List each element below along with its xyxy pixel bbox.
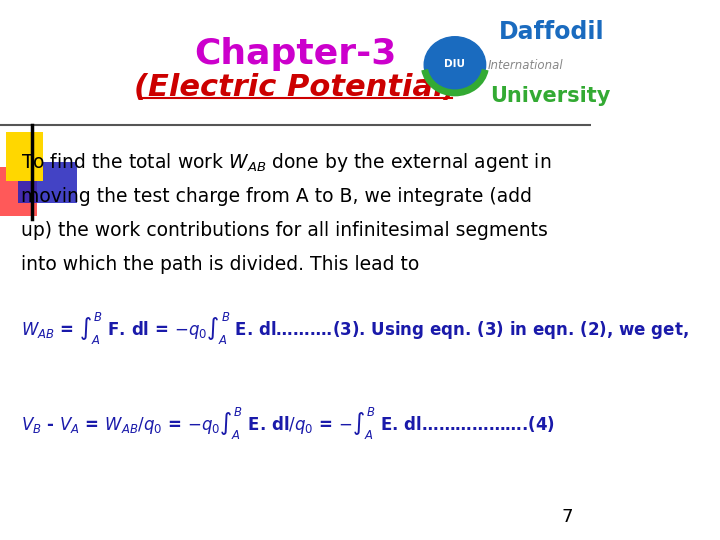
FancyBboxPatch shape bbox=[0, 167, 37, 216]
Text: (Electric Potential): (Electric Potential) bbox=[134, 73, 457, 102]
Text: DIU: DIU bbox=[444, 59, 465, 69]
Text: 7: 7 bbox=[562, 509, 573, 526]
Text: $W_{AB}$ = $\int_A^B$ F. dl = $-q_0\int_A^B$ E. dl……….(3). Using eqn. (3) in eqn: $W_{AB}$ = $\int_A^B$ F. dl = $-q_0\int_… bbox=[21, 312, 688, 347]
Text: International: International bbox=[487, 59, 563, 72]
Text: Chapter-3: Chapter-3 bbox=[194, 37, 397, 71]
Text: moving the test charge from A to B, we integrate (add: moving the test charge from A to B, we i… bbox=[21, 186, 531, 206]
FancyBboxPatch shape bbox=[18, 162, 77, 202]
Text: into which the path is divided. This lead to: into which the path is divided. This lea… bbox=[21, 254, 419, 274]
Text: up) the work contributions for all infinitesimal segments: up) the work contributions for all infin… bbox=[21, 220, 547, 240]
FancyBboxPatch shape bbox=[6, 132, 42, 181]
Text: University: University bbox=[490, 86, 611, 106]
Text: To find the total work $\mathit{W}$$_{AB}$ done by the external agent in: To find the total work $\mathit{W}$$_{AB… bbox=[21, 151, 551, 173]
Text: Daffodil: Daffodil bbox=[499, 21, 605, 44]
Text: $V_B$ - $V_A$ = $W_{AB}/q_0$ = $-q_0\int_A^B$ E. dl$/ q_0$ = $-\int_A^B$ E. dl……: $V_B$ - $V_A$ = $W_{AB}/q_0$ = $-q_0\int… bbox=[21, 406, 554, 442]
Circle shape bbox=[424, 37, 486, 93]
